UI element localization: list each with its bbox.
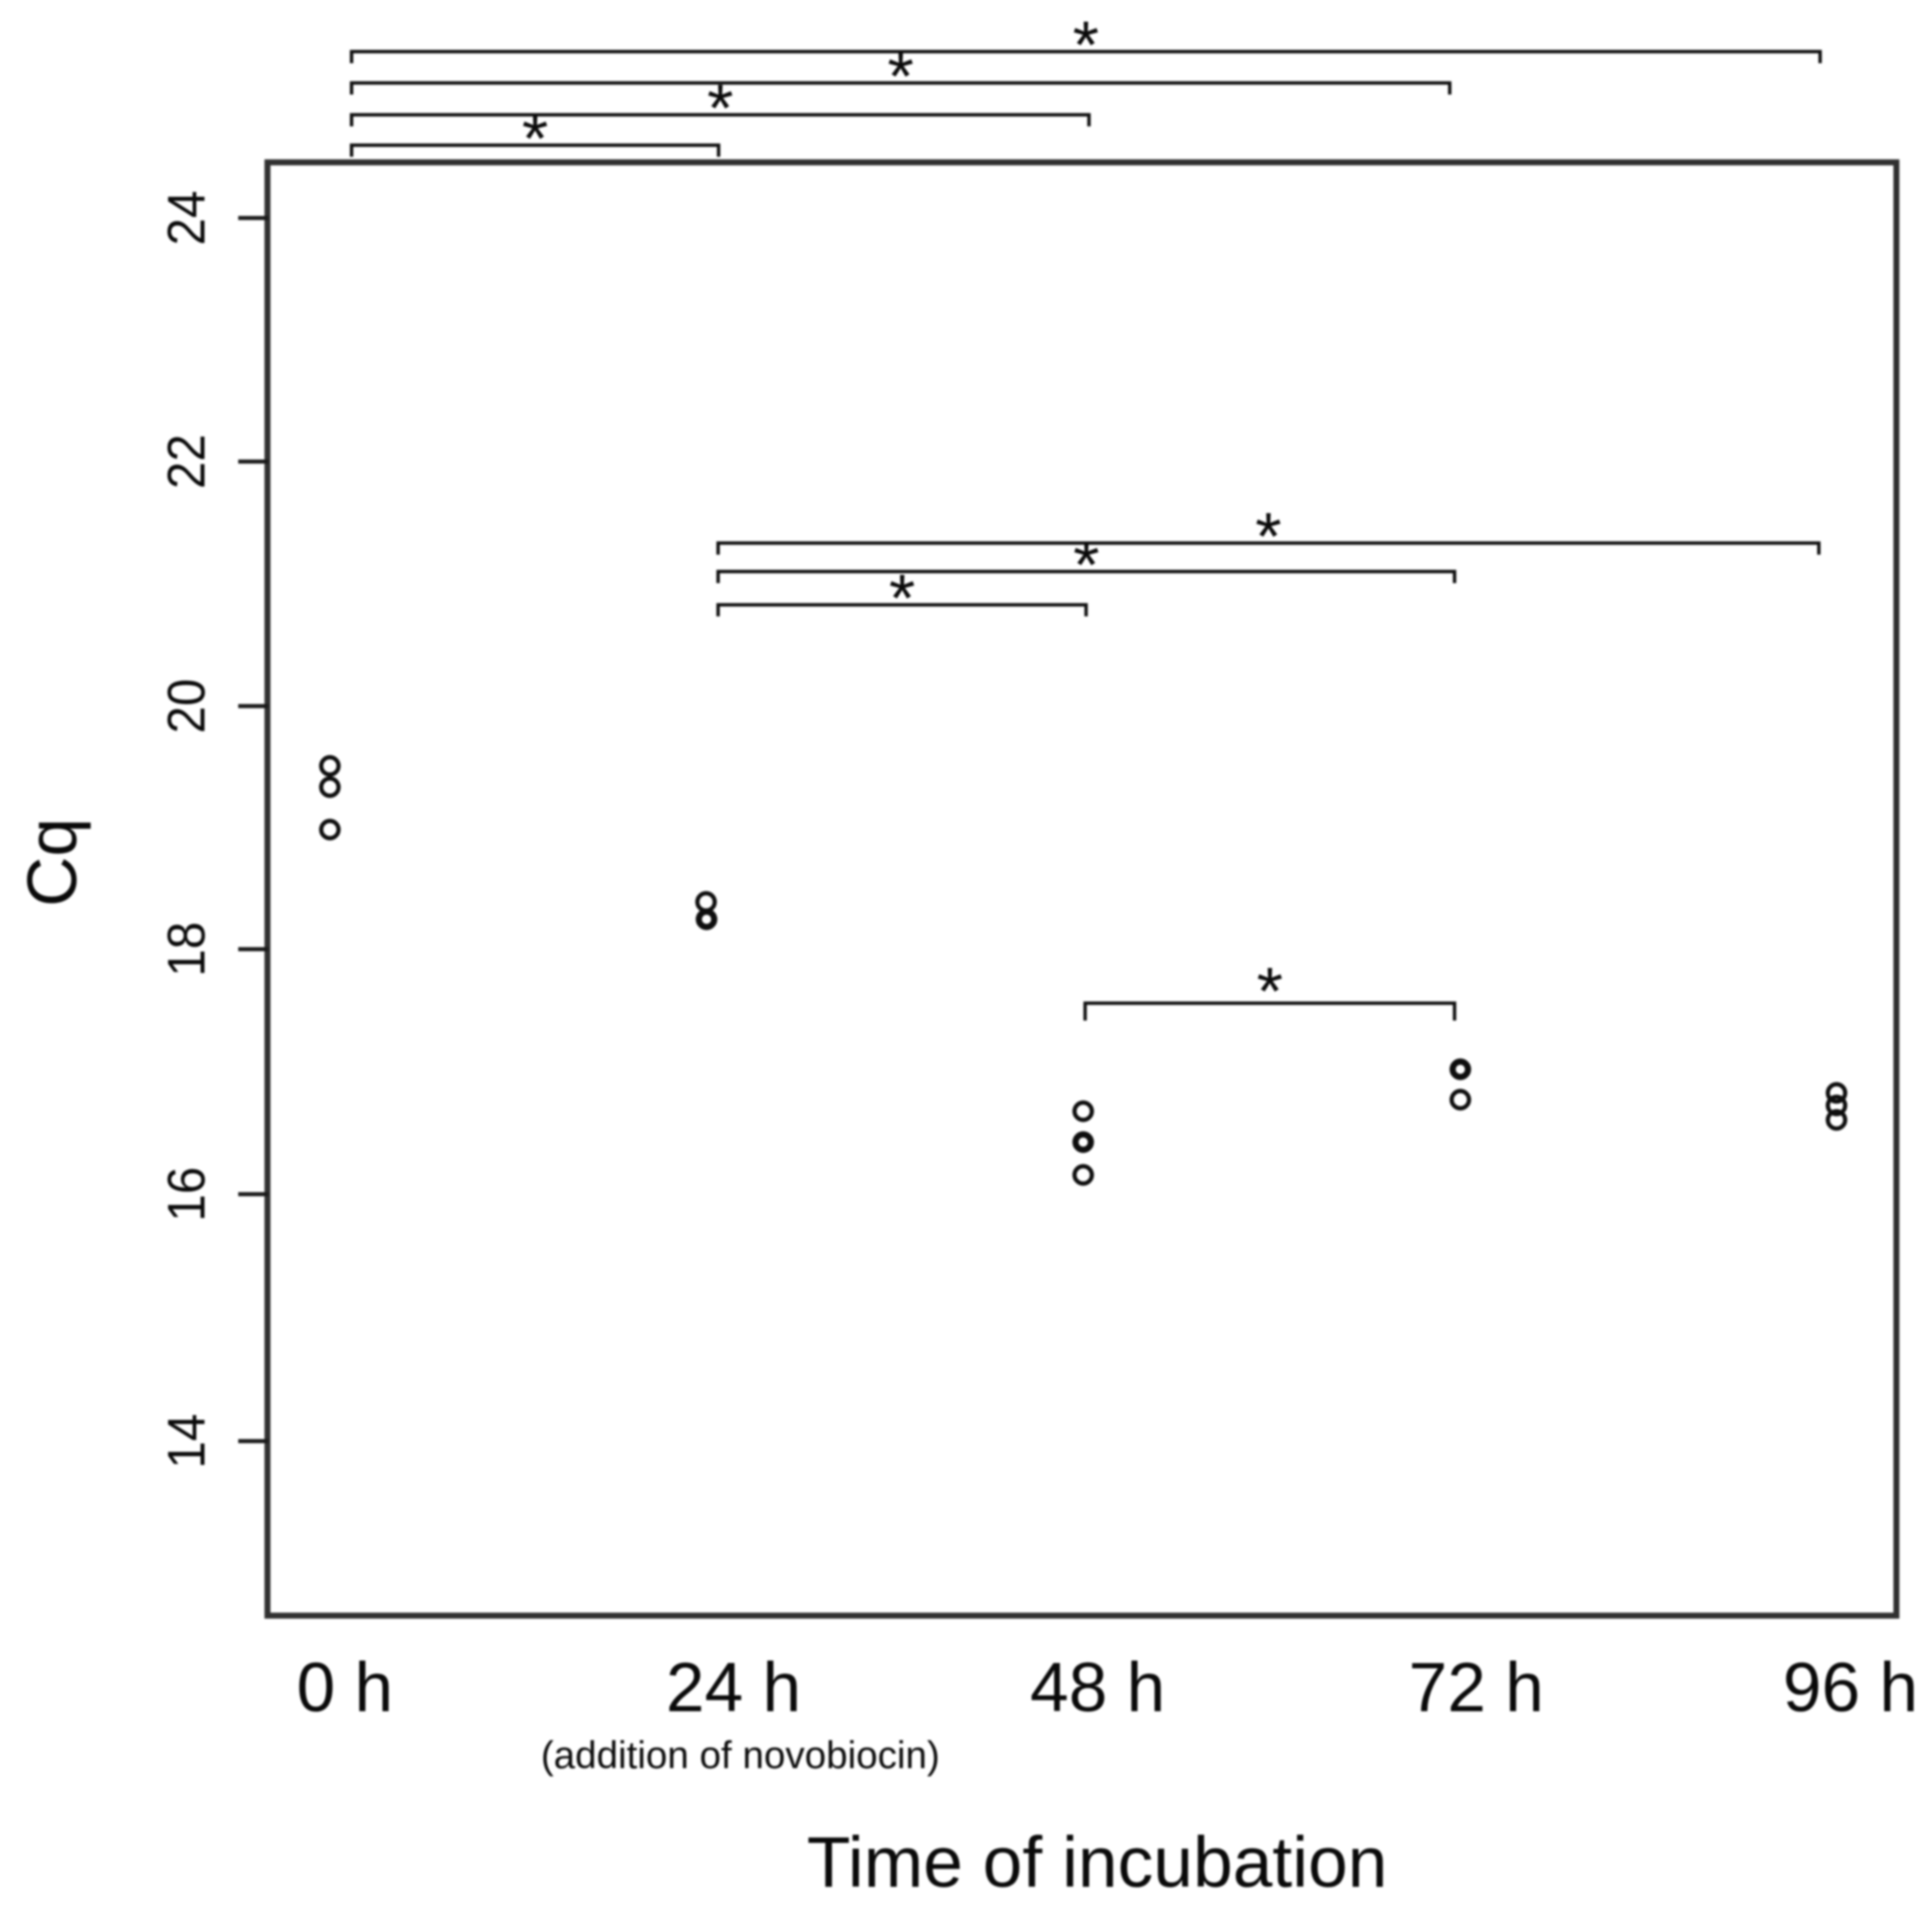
svg-text:*: *	[1073, 7, 1099, 82]
svg-text:*: *	[1074, 527, 1100, 602]
svg-text:18: 18	[157, 922, 216, 977]
svg-text:20: 20	[157, 679, 216, 734]
svg-text:96 h: 96 h	[1782, 1649, 1918, 1727]
svg-text:22: 22	[157, 434, 216, 489]
svg-text:24 h: 24 h	[666, 1649, 801, 1727]
svg-text:(addition of novobiocin): (addition of novobiocin)	[541, 1734, 940, 1777]
svg-text:Cq: Cq	[14, 818, 92, 907]
svg-text:*: *	[889, 560, 915, 636]
svg-text:*: *	[522, 100, 548, 176]
svg-text:16: 16	[157, 1167, 216, 1222]
svg-text:*: *	[1255, 499, 1281, 574]
svg-text:72 h: 72 h	[1408, 1649, 1543, 1727]
svg-text:24: 24	[157, 191, 216, 246]
svg-text:*: *	[887, 39, 913, 114]
svg-text:Time of incubation: Time of incubation	[807, 1822, 1388, 1902]
svg-text:*: *	[707, 70, 733, 146]
svg-text:0 h: 0 h	[296, 1649, 393, 1727]
svg-text:14: 14	[157, 1414, 216, 1469]
svg-text:*: *	[1257, 953, 1283, 1028]
svg-text:48 h: 48 h	[1030, 1649, 1165, 1727]
